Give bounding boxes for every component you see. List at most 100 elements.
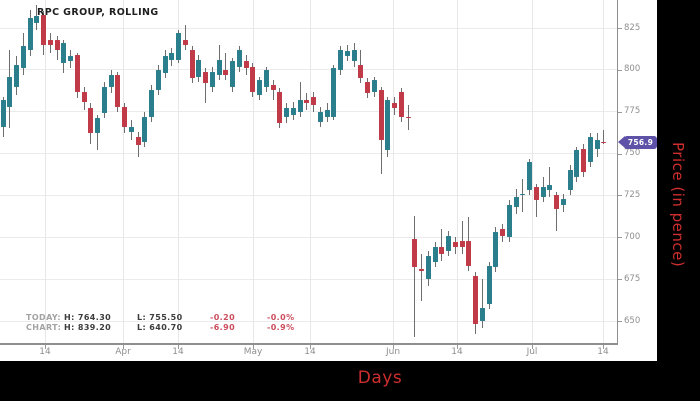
v-gridline xyxy=(393,0,394,343)
candle xyxy=(54,39,60,50)
chart-label: CHART: xyxy=(26,323,62,332)
candle xyxy=(392,103,397,109)
candle-wick xyxy=(184,24,186,50)
candle xyxy=(425,255,431,280)
candle xyxy=(331,68,337,117)
candle xyxy=(587,136,593,162)
candle xyxy=(101,86,107,114)
candle-wick xyxy=(461,220,463,255)
candle xyxy=(41,14,46,45)
x-tick-mark xyxy=(123,345,124,349)
candle xyxy=(243,61,249,69)
h-gridline xyxy=(0,236,617,238)
candle xyxy=(493,232,499,268)
candle xyxy=(540,187,546,198)
candle-wick xyxy=(549,166,551,198)
candle-wick xyxy=(299,81,301,117)
x-tick-label: May xyxy=(243,347,263,357)
x-tick-label: 14 xyxy=(597,347,609,357)
candle xyxy=(27,17,33,50)
candle xyxy=(567,170,573,191)
candle xyxy=(270,84,276,90)
x-tick-label: Jul xyxy=(526,347,538,357)
x-axis-title: Days xyxy=(357,368,403,388)
candle xyxy=(405,116,411,119)
candle xyxy=(398,91,404,117)
candle xyxy=(74,54,80,92)
candle xyxy=(230,61,235,87)
candle xyxy=(108,74,114,87)
candle xyxy=(142,116,148,142)
candle xyxy=(203,71,208,84)
candle xyxy=(378,89,384,141)
candle-wick xyxy=(535,183,537,218)
x-tick-label: 14 xyxy=(304,347,316,357)
candle xyxy=(560,198,566,206)
candle xyxy=(250,66,256,92)
candle xyxy=(47,39,53,45)
x-tick-mark xyxy=(178,345,179,349)
candle xyxy=(533,187,539,201)
x-tick-mark xyxy=(532,345,533,349)
y-tick-label: 650 xyxy=(624,315,641,326)
y-tick-label: 675 xyxy=(624,273,641,284)
candle xyxy=(34,16,40,23)
today-change-pct: -0.0% xyxy=(267,313,295,322)
candle xyxy=(365,81,370,94)
candle xyxy=(554,195,559,209)
y-tick-label: 750 xyxy=(624,148,641,159)
candle xyxy=(439,247,445,255)
candle xyxy=(277,91,283,124)
candle xyxy=(371,79,377,92)
candle xyxy=(385,99,391,151)
stats-panel: TODAY: H: 764.30 L: 755.50 -0.20 -0.0% C… xyxy=(26,313,317,333)
candle xyxy=(182,39,188,45)
v-gridline xyxy=(532,0,533,343)
x-tick-label: 14 xyxy=(39,347,51,357)
candle xyxy=(412,238,418,268)
candle xyxy=(473,275,478,325)
candle-wick xyxy=(522,178,524,213)
candle xyxy=(446,235,451,251)
v-gridline xyxy=(310,0,311,343)
candle xyxy=(297,99,303,112)
candle-wick xyxy=(603,129,605,145)
y-tick-mark xyxy=(618,153,622,155)
candle xyxy=(155,69,161,90)
candle xyxy=(500,228,505,236)
y-tick-mark xyxy=(618,279,622,281)
candle xyxy=(95,118,100,134)
x-tick-mark xyxy=(457,345,458,349)
candle xyxy=(122,106,127,127)
candle xyxy=(14,64,19,87)
plot-area[interactable]: RPC GROUP, ROLLING TODAY: H: 764.30 L: 7… xyxy=(0,0,618,345)
candle-wick xyxy=(225,53,227,80)
candle xyxy=(223,69,229,75)
candle xyxy=(324,110,330,117)
candle xyxy=(601,141,607,144)
h-gridline xyxy=(0,69,617,71)
v-gridline xyxy=(178,0,179,343)
candle xyxy=(149,89,154,117)
current-price-tag: 756.9 xyxy=(624,135,657,149)
candle xyxy=(169,53,175,60)
candle xyxy=(61,43,67,64)
candle xyxy=(209,71,215,87)
h-gridline xyxy=(0,27,617,29)
candle xyxy=(486,265,492,305)
candle xyxy=(317,111,323,122)
candle xyxy=(81,91,87,102)
candle xyxy=(419,269,424,271)
candle xyxy=(459,240,465,248)
h-gridline xyxy=(0,278,617,280)
candle xyxy=(20,46,26,69)
candle xyxy=(344,51,350,57)
candle xyxy=(135,136,141,146)
candle xyxy=(68,56,73,62)
y-tick-mark xyxy=(618,195,622,197)
candle xyxy=(0,99,6,127)
candle xyxy=(7,76,13,107)
candle xyxy=(547,185,553,191)
chart-surface: RPC GROUP, ROLLING TODAY: H: 764.30 L: 7… xyxy=(0,0,657,361)
chart-change: -6.90 xyxy=(210,323,236,332)
